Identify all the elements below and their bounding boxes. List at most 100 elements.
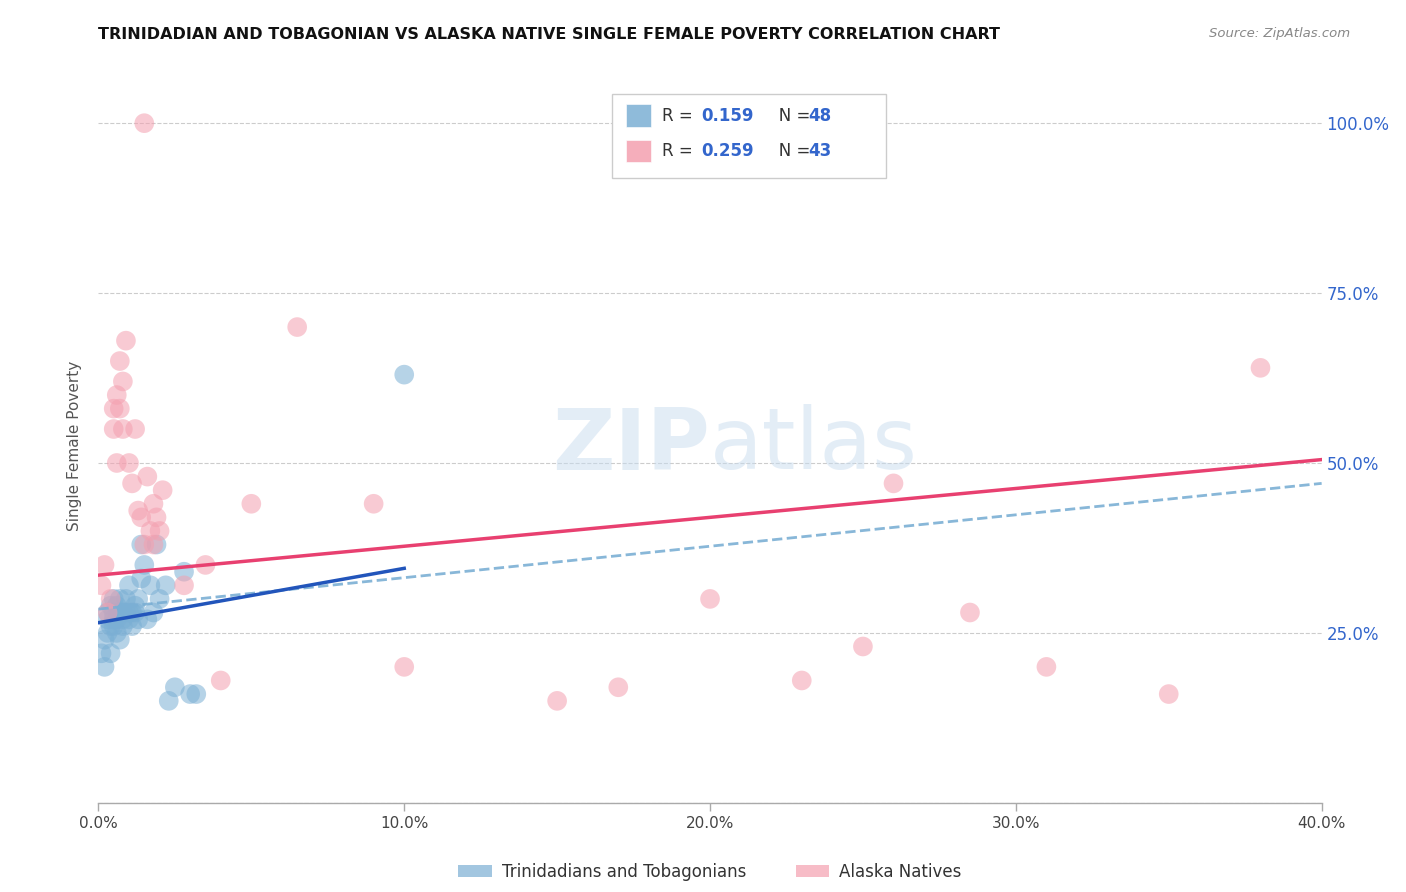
Text: 0.159: 0.159 [702,106,754,125]
Point [240,497,263,511]
Point [111,422,134,436]
Point [1249,360,1271,375]
Point [136,612,159,626]
Point [145,537,167,551]
Point [790,673,813,688]
Y-axis label: Single Female Poverty: Single Female Poverty [67,361,83,531]
Point [103,401,125,416]
Point [100,591,122,606]
Point [285,320,308,334]
Point [115,334,138,348]
Point [93,660,115,674]
Text: Source: ZipAtlas.com: Source: ZipAtlas.com [1209,27,1350,40]
Point [163,680,186,694]
Point [392,368,416,382]
Point [111,612,134,626]
Point [111,375,134,389]
Point [97,626,120,640]
Point [1157,687,1180,701]
Point [127,591,149,606]
Point [105,456,128,470]
Point [105,599,128,613]
Point [392,660,416,674]
Point [115,606,138,620]
Point [142,497,165,511]
Text: 48: 48 [808,106,831,125]
Point [93,632,115,647]
Point [103,619,125,633]
Point [173,565,195,579]
Point [139,524,162,538]
Point [127,503,149,517]
Point [103,612,125,626]
Point [124,422,146,436]
Point [108,354,131,368]
Point [186,687,208,701]
Point [100,599,122,613]
Point [145,510,167,524]
Point [105,388,128,402]
Point [142,537,165,551]
Point [90,578,112,592]
Point [149,591,172,606]
Point [108,401,131,416]
Point [363,497,385,511]
Point [129,510,152,524]
Point [100,619,122,633]
Point [134,537,156,551]
Point [97,606,120,620]
Point [959,606,981,620]
Point [155,578,177,592]
Point [105,612,128,626]
Text: R =: R = [662,142,703,161]
Point [118,612,141,626]
Point [194,558,217,572]
Point [105,626,128,640]
Point [115,591,138,606]
Point [108,632,131,647]
Point [179,687,201,701]
Point [90,646,112,660]
Point [129,537,152,551]
Text: N =: N = [763,142,815,161]
Point [108,591,131,606]
Point [152,483,174,498]
Text: TRINIDADIAN AND TOBAGONIAN VS ALASKA NATIVE SINGLE FEMALE POVERTY CORRELATION CH: TRINIDADIAN AND TOBAGONIAN VS ALASKA NAT… [98,27,1001,42]
Point [173,578,195,592]
Point [124,606,146,620]
Point [134,116,156,130]
Point [883,476,905,491]
Text: 43: 43 [808,142,832,161]
Point [546,694,568,708]
Point [127,612,149,626]
Point [108,606,131,620]
Point [134,558,156,572]
Point [103,422,125,436]
Point [103,606,125,620]
Point [97,606,120,620]
Point [1035,660,1057,674]
Point [121,619,143,633]
Text: ZIP: ZIP [553,404,710,488]
Text: 0.259: 0.259 [702,142,754,161]
Point [209,673,232,688]
Point [139,578,162,592]
Point [136,469,159,483]
Point [118,578,141,592]
Point [142,606,165,620]
Point [97,612,120,626]
Point [607,680,630,694]
Point [121,476,143,491]
Point [852,640,875,654]
Point [129,572,152,586]
Point [111,606,134,620]
Point [118,456,141,470]
Point [118,606,141,620]
Text: N =: N = [763,106,815,125]
Point [100,646,122,660]
Point [699,591,721,606]
Text: R =: R = [662,106,703,125]
Point [103,591,125,606]
Point [121,606,143,620]
Point [111,619,134,633]
